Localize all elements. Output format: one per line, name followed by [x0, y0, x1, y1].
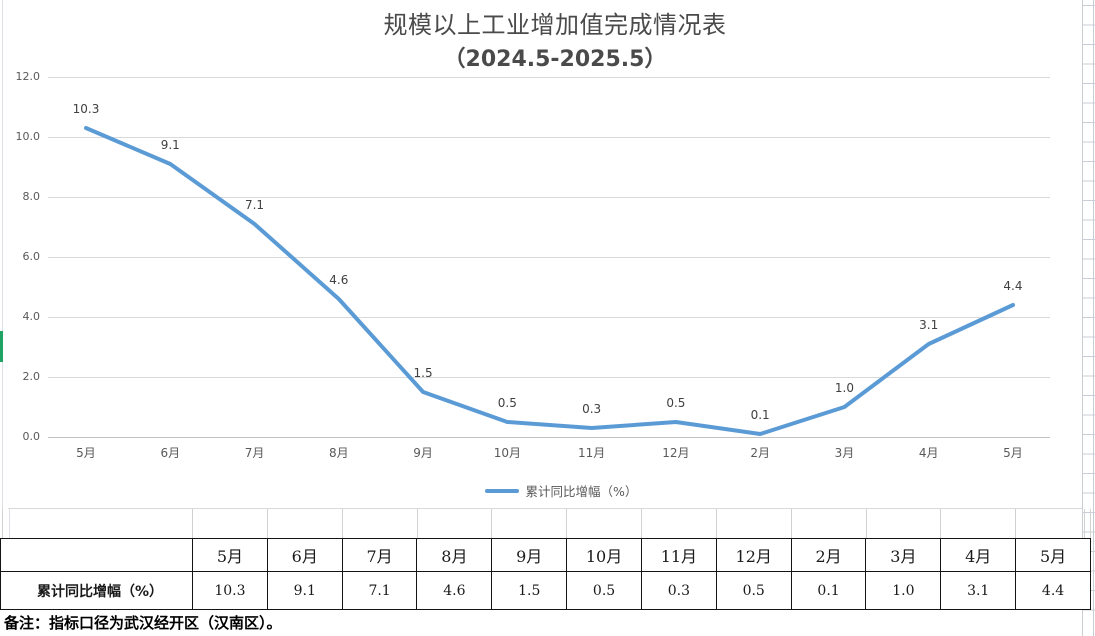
data-label: 9.1	[160, 138, 180, 152]
chart-title: 规模以上工业增加值完成情况表 （2024.5-2025.5）	[18, 5, 1092, 73]
sheet-column-line	[940, 509, 941, 538]
chart-object[interactable]: 规模以上工业增加值完成情况表 （2024.5-2025.5） 12.0 10.0 8…	[8, 0, 1082, 509]
table-value-cell[interactable]: 4.4	[1015, 571, 1091, 610]
sheet-grid-right[interactable]	[1082, 0, 1095, 636]
table-value-cell[interactable]: 7.1	[341, 571, 418, 610]
x-axis-label: 4月	[918, 446, 939, 460]
x-axis-label: 2月	[750, 446, 770, 460]
x-axis-label: 6月	[160, 446, 181, 460]
sheet-column-line	[1090, 509, 1091, 538]
data-label: 0.5	[497, 396, 517, 410]
legend-label: 累计同比增幅（%）	[525, 484, 638, 499]
table-stub-cell[interactable]	[0, 538, 193, 572]
sheet-column-lines	[0, 509, 1095, 538]
x-axis-label: 11月	[577, 446, 606, 460]
sheet-column-line	[791, 509, 792, 538]
sheet-grid-left-line	[2, 0, 3, 538]
gridline	[48, 137, 1050, 138]
data-label: 10.3	[72, 102, 100, 116]
sheet-column-line	[866, 509, 867, 538]
gridline	[48, 257, 1050, 258]
x-axis-label: 10月	[493, 446, 521, 460]
y-axis-tick: 12.0	[15, 70, 41, 83]
sheet-column-line	[491, 509, 492, 538]
table-header-cell[interactable]: 8月	[416, 538, 493, 572]
x-axis-label: 5月	[76, 446, 96, 460]
data-label: 0.5	[666, 396, 686, 410]
y-axis-tick: 0.0	[22, 430, 41, 443]
table-value-cell[interactable]: 10.3	[192, 571, 268, 610]
x-axis-line	[48, 437, 1050, 438]
table-header-cell[interactable]: 4月	[940, 538, 1017, 572]
chart-title-line1: 规模以上工业增加值完成情况表	[383, 11, 727, 39]
table-header-cell[interactable]: 5月	[1015, 538, 1091, 572]
sheet-grid-column-line	[1093, 0, 1094, 636]
x-axis-label: 5月	[1003, 446, 1023, 460]
sheet-column-line	[1015, 509, 1016, 538]
sheet-column-line	[2, 509, 3, 538]
line-series[interactable]	[8, 0, 1082, 509]
table-header-cell[interactable]: 12月	[715, 538, 792, 572]
y-axis-tick: 8.0	[22, 190, 41, 203]
sheet-column-line	[566, 509, 567, 538]
data-label: 7.1	[244, 198, 265, 212]
legend[interactable]: 累计同比增幅（%）	[24, 481, 1095, 500]
gridline	[48, 197, 1050, 198]
table-header-cell[interactable]: 2月	[790, 538, 867, 572]
sheet-column-line	[716, 509, 717, 538]
gridline	[48, 317, 1050, 318]
table-value-cell[interactable]: 0.5	[566, 571, 642, 610]
x-axis-label: 12月	[662, 446, 690, 460]
sheet-selection-accent	[0, 331, 3, 362]
y-axis-tick: 6.0	[22, 250, 41, 263]
table-header-cell[interactable]: 6月	[266, 538, 343, 572]
table-header-cell[interactable]: 11月	[640, 538, 717, 572]
table-value-cell[interactable]: 0.3	[640, 571, 717, 610]
x-axis-label: 3月	[834, 446, 855, 460]
legend-line-swatch	[484, 488, 519, 493]
sheet-column-line	[267, 509, 268, 538]
table-value-cell[interactable]: 1.0	[865, 571, 942, 610]
table-value-cell[interactable]: 3.1	[940, 571, 1017, 610]
chart-title-line2: （2024.5-2025.5）	[443, 47, 667, 72]
sheet-column-line	[342, 509, 343, 538]
data-label: 0.3	[582, 402, 602, 416]
sheet-column-line	[192, 509, 193, 538]
sheet-column-line	[1084, 509, 1085, 538]
table-header-cell[interactable]: 10月	[566, 538, 642, 572]
x-axis-label: 7月	[244, 446, 265, 460]
y-axis-tick: 2.0	[22, 370, 41, 383]
data-table: 5月 6月 7月 8月 9月 10月 11月 12月 2月 3月 4月 5月 累计同比增幅（%） 10.3…	[0, 538, 1091, 610]
table-header-cell[interactable]: 7月	[341, 538, 418, 572]
data-label: 1.5	[413, 366, 433, 380]
table-value-cell[interactable]: 0.1	[790, 571, 867, 610]
x-axis-label: 8月	[328, 446, 349, 460]
data-label: 3.1	[919, 318, 939, 332]
data-label: 4.6	[329, 273, 349, 287]
note-cell[interactable]: 备注：指标口径为武汉经开区（汉南区）。	[4, 614, 282, 632]
sheet-column-line	[641, 509, 642, 538]
sheet-column-line	[417, 509, 418, 538]
table-value-cell[interactable]: 0.5	[715, 571, 792, 610]
y-axis-tick: 4.0	[22, 310, 41, 323]
gridline	[48, 377, 1050, 378]
table-header-cell[interactable]: 9月	[491, 538, 568, 572]
y-axis-tick: 10.0	[15, 130, 41, 143]
table-header-cell[interactable]: 3月	[865, 538, 942, 572]
table-row-label-cell[interactable]: 累计同比增幅（%）	[0, 571, 193, 610]
x-axis-label: 9月	[413, 446, 433, 460]
table-value-cell[interactable]: 4.6	[416, 571, 493, 610]
table-value-cell[interactable]: 9.1	[266, 571, 343, 610]
table-header-cell[interactable]: 5月	[192, 538, 268, 572]
data-label: 0.1	[750, 408, 770, 422]
table-value-cell[interactable]: 1.5	[491, 571, 568, 610]
gridline	[48, 77, 1050, 78]
data-label: 4.4	[1003, 279, 1023, 293]
data-label: 1.0	[834, 381, 854, 395]
